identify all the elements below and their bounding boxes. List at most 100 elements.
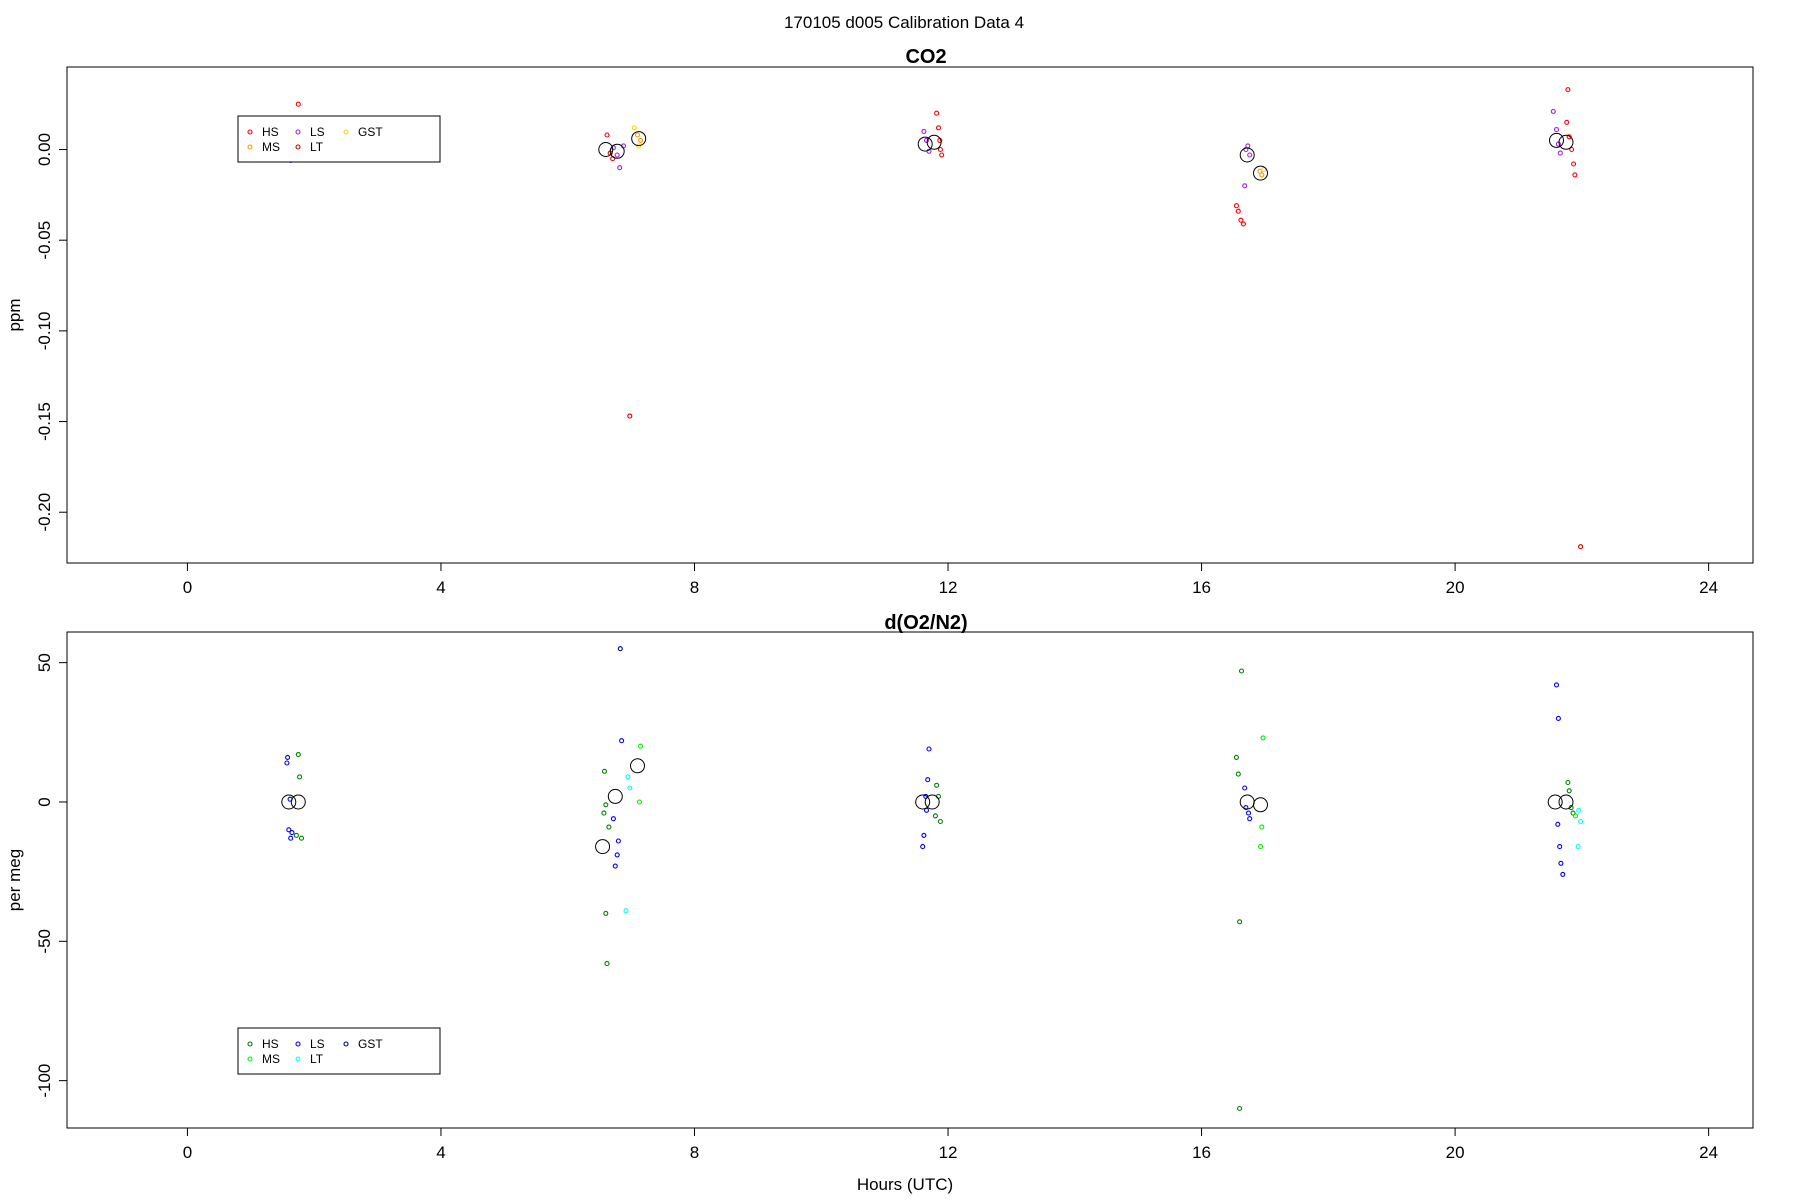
- co2-point-ls: [921, 128, 927, 134]
- o2n2-point-hs: [1238, 668, 1245, 674]
- o2n2-legend-marker: [247, 1041, 253, 1047]
- co2-point-hs: [939, 152, 945, 158]
- co2-point-ls: [1247, 152, 1253, 158]
- co2-legend-marker: [247, 144, 253, 150]
- co2-y-tick-label: -0.10: [35, 311, 54, 350]
- co2-point-ms: [638, 137, 644, 143]
- o2n2-point-ls: [615, 838, 621, 844]
- o2n2-point-mean: [290, 794, 306, 810]
- o2n2-point-hs: [1566, 788, 1572, 794]
- o2n2-point-ls: [288, 835, 294, 841]
- co2-point-ls: [1245, 143, 1251, 149]
- co2-point-hs: [1235, 208, 1241, 214]
- co2-legend-label: MS: [262, 140, 280, 154]
- o2n2-point-lt: [1575, 844, 1581, 850]
- o2n2-point-ms: [1572, 813, 1579, 819]
- o2n2-legend-label: MS: [262, 1052, 280, 1066]
- co2-point-mean: [1558, 134, 1574, 150]
- co2-y-tick-label: -0.15: [35, 402, 54, 441]
- co2-x-tick-label: 0: [183, 578, 192, 597]
- co2-point-mean: [631, 131, 647, 147]
- o2n2-point-ms: [1257, 844, 1264, 850]
- co2-point-hs: [935, 125, 942, 131]
- o2n2-legend-marker: [295, 1056, 301, 1062]
- co2-x-tick-label: 4: [436, 578, 445, 597]
- co2-point-ls: [1555, 141, 1561, 147]
- o2n2-point-mean: [607, 788, 623, 804]
- co2-x-tick-label: 24: [1699, 578, 1718, 597]
- co2-y-tick-label: 0.00: [35, 133, 54, 166]
- co2-legend-box: [237, 115, 441, 163]
- o2n2-point-hs: [606, 824, 612, 830]
- co2-point-lt: [1578, 544, 1584, 550]
- o2n2-panel-title: d(O2/N2): [884, 612, 967, 634]
- co2-point-hs: [934, 110, 940, 116]
- o2n2-legend-label: GST: [358, 1037, 383, 1051]
- o2n2-point-hs: [603, 910, 609, 916]
- co2-legend-marker: [295, 144, 301, 150]
- o2n2-point-ls: [1242, 785, 1248, 791]
- o2n2-panel: d(O2/N2) per meg Hours (UTC) 0 4 8 12 16 20 24…: [5, 612, 1754, 1194]
- co2-point-hs: [937, 146, 943, 153]
- o2n2-point-ls: [1247, 816, 1253, 822]
- co2-point-mean: [598, 142, 614, 157]
- co2-x-tick-label: 8: [690, 578, 699, 597]
- o2n2-point-hs: [298, 835, 305, 841]
- co2-x-tick-label: 12: [939, 578, 958, 597]
- o2n2-point-lt: [623, 908, 629, 914]
- co2-x-tick-label: 16: [1192, 578, 1211, 597]
- o2n2-point-lt: [1576, 807, 1582, 813]
- o2n2-y-tick-label: -100: [35, 1064, 54, 1098]
- o2n2-legend-box: [237, 1027, 441, 1075]
- o2n2-points: [281, 646, 1584, 1112]
- o2n2-point-hs: [932, 813, 938, 819]
- o2n2-point-ms: [1259, 824, 1265, 830]
- co2-point-hs: [1564, 119, 1570, 125]
- co2-y-axis-label: ppm: [5, 298, 24, 331]
- co2-point-mean: [926, 134, 942, 150]
- o2n2-x-tick-label: 0: [183, 1143, 192, 1162]
- o2n2-point-gst: [617, 646, 623, 652]
- o2n2-point-mean: [1253, 797, 1268, 813]
- o2n2-point-hs: [1237, 1105, 1243, 1112]
- o2n2-point-ms: [636, 799, 642, 805]
- co2-point-hs: [1566, 134, 1572, 140]
- co2-axes: 0 4 8 12 16 20 24 0.00 -0.05 -0.10 -0.15 -0.20: [35, 133, 1718, 597]
- co2-point-ls: [1550, 108, 1556, 114]
- o2n2-point-ls: [285, 754, 291, 760]
- o2n2-point-ls: [1555, 715, 1561, 721]
- co2-panel-title: CO2: [905, 46, 946, 68]
- o2n2-point-mean: [924, 794, 940, 810]
- co2-point-hs: [1238, 217, 1244, 223]
- o2n2-x-tick-label: 8: [690, 1143, 699, 1162]
- o2n2-point-mean: [1547, 794, 1563, 810]
- co2-point-mean: [1549, 132, 1564, 148]
- o2n2-point-hs: [601, 810, 607, 816]
- co2-y-tick-label: -0.05: [35, 221, 54, 260]
- co2-legend-marker: [247, 129, 253, 135]
- co2-legend-marker: [343, 129, 349, 135]
- o2n2-point-hs: [295, 752, 301, 758]
- o2n2-point-ms: [638, 743, 644, 749]
- o2n2-point-hs: [604, 961, 610, 967]
- o2n2-point-ls: [1245, 810, 1252, 816]
- co2-legend-label: HS: [262, 125, 279, 139]
- o2n2-point-ls: [920, 844, 926, 850]
- co2-point-hs: [1569, 146, 1575, 153]
- o2n2-legend-label: LT: [310, 1052, 324, 1066]
- o2n2-legend-marker: [247, 1056, 253, 1062]
- o2n2-point-mean: [281, 794, 297, 810]
- o2n2-x-axis-label: Hours (UTC): [857, 1175, 953, 1194]
- o2n2-point-hs: [937, 818, 943, 825]
- o2n2-point-ls: [614, 852, 620, 858]
- co2-point-hs: [1571, 161, 1577, 167]
- co2-point-ms: [1259, 172, 1265, 178]
- o2n2-point-lt: [625, 774, 631, 780]
- o2n2-point-ls: [1553, 682, 1560, 688]
- o2n2-point-mean: [1558, 794, 1574, 810]
- co2-point-gst: [636, 143, 642, 149]
- co2-point-mean: [609, 143, 625, 159]
- o2n2-point-ls: [1243, 805, 1249, 811]
